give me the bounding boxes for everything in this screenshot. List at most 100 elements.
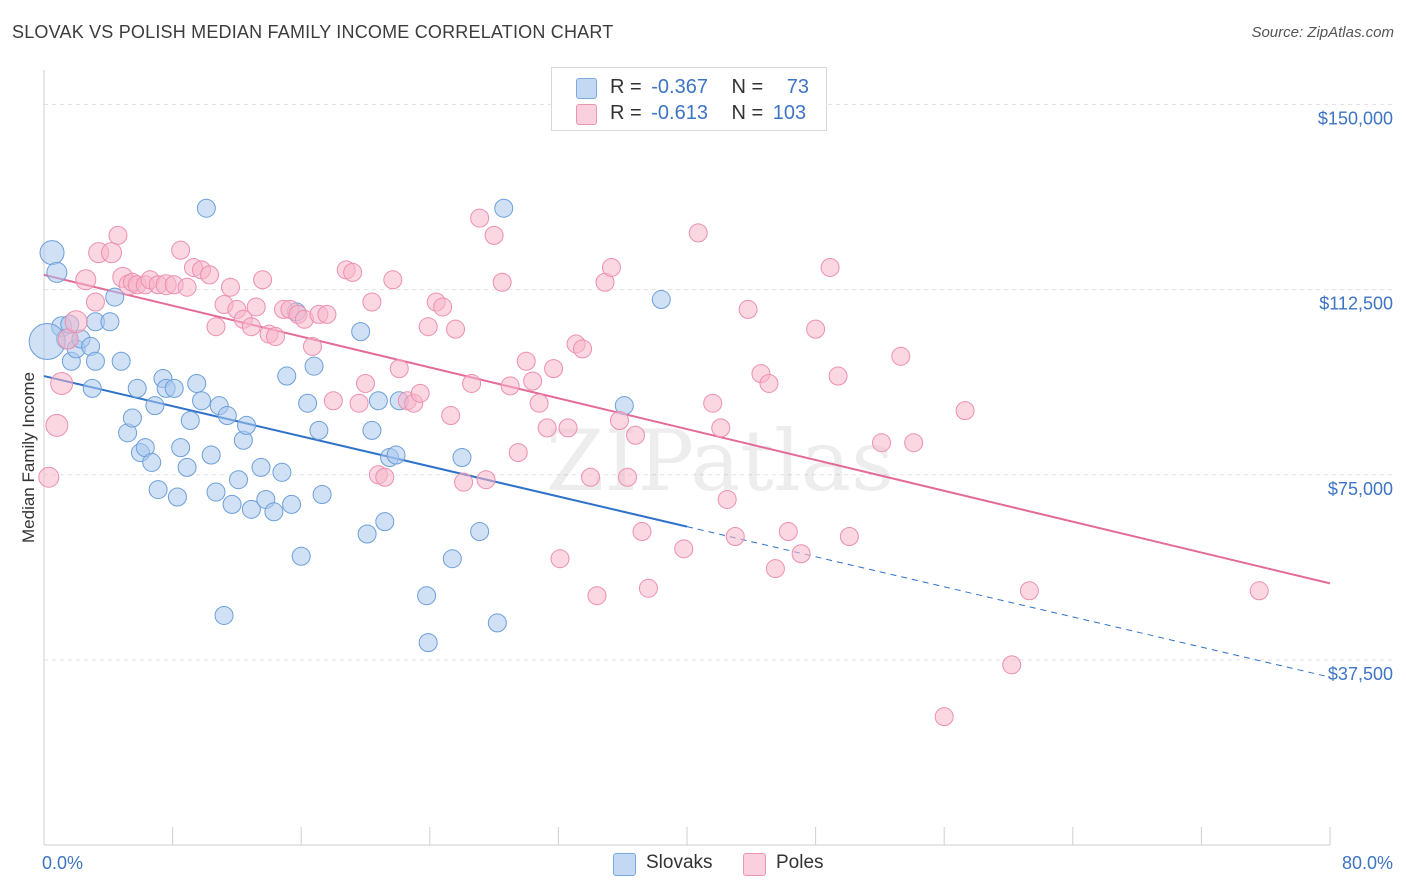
data-point xyxy=(454,472,474,492)
tick-labels: $37,500 $75,000 $112,500 $150,000 0.0% 80.0% M… xyxy=(19,109,1393,873)
data-point xyxy=(64,310,88,334)
data-point xyxy=(955,401,975,421)
data-point xyxy=(558,418,578,438)
data-point xyxy=(105,287,125,307)
data-point xyxy=(1249,581,1269,601)
data-point xyxy=(1019,581,1039,601)
data-point xyxy=(537,418,557,438)
data-point xyxy=(272,462,292,482)
data-point xyxy=(375,512,395,532)
data-point xyxy=(476,470,496,490)
legend-n-label: N = xyxy=(731,102,764,124)
legend-r-label: R = xyxy=(610,102,642,124)
bottom-legend-label-poles: Poles xyxy=(776,852,824,873)
gridlines xyxy=(44,104,1393,661)
bottom-legend-label-slovaks: Slovaks xyxy=(646,852,713,873)
data-point xyxy=(142,452,162,472)
data-point xyxy=(277,366,297,386)
chart-title: SLOVAK VS POLISH MEDIAN FAMILY INCOME CO… xyxy=(12,22,614,42)
data-point xyxy=(828,366,848,386)
data-point xyxy=(206,317,226,337)
data-point xyxy=(291,546,311,566)
data-point xyxy=(410,383,430,403)
data-point xyxy=(500,376,520,396)
data-point xyxy=(446,319,466,339)
bottom-legend-swatch-slovaks xyxy=(613,853,636,876)
data-point xyxy=(470,522,490,542)
y-tick-label: $75,000 xyxy=(1328,479,1393,499)
data-point xyxy=(282,494,302,514)
data-point xyxy=(38,466,60,488)
data-point xyxy=(375,467,395,487)
data-point xyxy=(85,292,105,312)
data-point xyxy=(351,322,371,342)
data-point xyxy=(309,420,329,440)
data-point xyxy=(362,292,382,312)
data-point xyxy=(609,410,629,430)
data-point xyxy=(251,457,271,477)
data-point xyxy=(417,586,437,606)
data-point xyxy=(200,265,220,285)
data-point xyxy=(626,425,646,445)
data-point xyxy=(806,319,826,339)
data-point xyxy=(581,467,601,487)
data-point xyxy=(872,433,892,453)
data-point xyxy=(442,549,462,569)
data-point xyxy=(349,393,369,413)
data-point xyxy=(638,578,658,598)
data-point xyxy=(470,208,490,228)
legend-n-label: N = xyxy=(731,76,764,98)
legend-swatch-slovaks xyxy=(576,78,597,99)
data-point xyxy=(523,371,543,391)
data-point xyxy=(222,494,242,514)
data-point xyxy=(765,559,785,579)
data-point xyxy=(46,261,68,283)
data-point xyxy=(487,613,507,633)
x-tick-label: 80.0% xyxy=(1342,853,1393,873)
data-point xyxy=(778,522,798,542)
data-point xyxy=(196,198,216,218)
data-point xyxy=(201,445,221,465)
data-point xyxy=(187,373,207,393)
data-point xyxy=(587,586,607,606)
data-point xyxy=(111,351,131,371)
data-point xyxy=(312,485,332,505)
data-point xyxy=(39,240,65,266)
data-point xyxy=(725,526,745,546)
chart-source: Source: ZipAtlas.com xyxy=(1251,24,1394,41)
data-point xyxy=(791,544,811,564)
data-point xyxy=(356,373,375,393)
data-point xyxy=(323,391,343,411)
data-point xyxy=(206,482,226,502)
data-point xyxy=(462,373,482,393)
data-point xyxy=(192,391,212,411)
data-point xyxy=(433,297,453,317)
y-tick-label: $112,500 xyxy=(1319,294,1393,314)
data-point xyxy=(934,707,954,727)
data-point xyxy=(298,393,318,413)
data-point xyxy=(508,443,528,463)
data-point xyxy=(145,396,165,416)
data-point xyxy=(229,470,249,490)
data-point xyxy=(601,257,621,277)
data-point xyxy=(171,438,191,458)
data-point xyxy=(253,270,273,290)
data-point xyxy=(484,225,504,245)
data-point xyxy=(241,499,261,519)
data-point xyxy=(573,339,593,359)
data-point xyxy=(164,378,184,398)
data-point xyxy=(246,297,266,317)
legend-r-value: -0.367 xyxy=(651,76,708,98)
data-point xyxy=(362,420,382,440)
data-point xyxy=(529,393,549,413)
y-tick-label: $150,000 xyxy=(1318,109,1393,129)
data-point xyxy=(492,272,512,292)
data-point xyxy=(302,336,322,356)
data-point xyxy=(839,526,859,546)
series-slovaks xyxy=(28,198,671,653)
data-point xyxy=(632,522,652,542)
data-point xyxy=(343,262,363,282)
data-point xyxy=(171,240,191,260)
data-point xyxy=(550,549,570,569)
data-point xyxy=(180,410,200,430)
